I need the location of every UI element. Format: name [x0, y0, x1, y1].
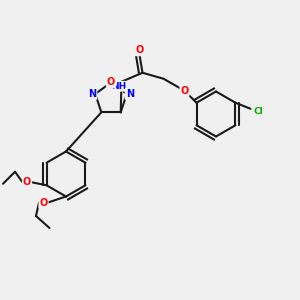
Text: N: N — [126, 89, 134, 99]
Text: O: O — [107, 77, 115, 88]
Text: O: O — [135, 45, 144, 55]
Text: O: O — [39, 197, 48, 208]
Text: N: N — [88, 89, 96, 99]
Text: O: O — [180, 86, 189, 96]
Text: NH: NH — [111, 82, 126, 91]
Text: O: O — [23, 177, 31, 187]
Text: Cl: Cl — [253, 107, 263, 116]
